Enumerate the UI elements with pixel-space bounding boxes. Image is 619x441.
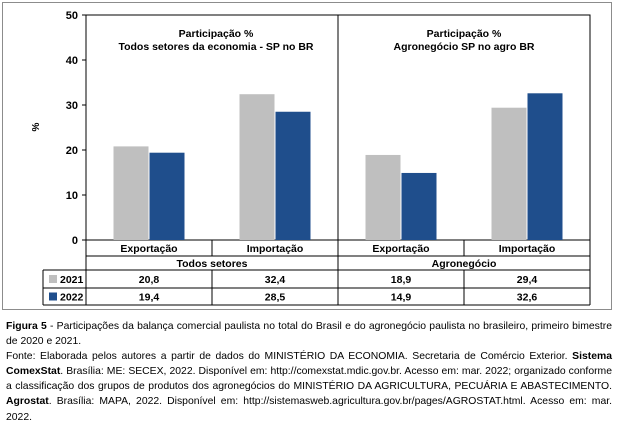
figure-caption: Figura 5 - Participações da balança come… [6,319,612,425]
panel-title-line2: Agronegócio SP no agro BR [394,41,535,53]
x-group-label: Todos setores [177,258,248,270]
figure-text: - Participações da balança comercial pau… [6,321,612,348]
legend-swatch-2021 [49,275,57,283]
x-category-label: Importação [499,243,556,255]
y-axis-label: % [31,122,42,131]
panel-title-line2: Todos setores da economia - SP no BR [118,41,313,53]
y-tick-label: 0 [72,235,78,247]
panel-title-line1: Participação % [179,28,254,40]
source-bold-2: Agrostat [6,396,49,408]
x-category-label: Importação [247,243,304,255]
bar-2022-1 [149,152,185,240]
bar-2022-2 [275,111,311,240]
y-tick-label: 10 [66,190,78,202]
bar-2021-2 [239,94,275,240]
source-part-2: . Brasília: ME: SECEX, 2022. Disponível … [6,366,612,393]
y-tick-label: 20 [66,145,78,157]
data-label-2022-2: 28,5 [265,292,286,304]
source-part-3: . Brasília: MAPA, 2022. Disponível em: h… [6,396,612,423]
y-tick-label: 30 [66,100,78,112]
data-label-2022-1: 19,4 [139,292,160,304]
x-group-label: Agronegócio [432,258,497,270]
source-part-1: Fonte: Elaborada pelos autores a partir … [6,351,573,363]
source-bold-1: Sistema ComexStat [6,351,612,378]
y-tick-label: 40 [66,55,78,67]
bar-2022-3 [401,172,437,240]
bar-2021-4 [491,107,527,240]
legend-swatch-2022 [49,292,57,301]
x-category-label: Exportação [120,243,177,255]
data-label-2021-1: 20,8 [139,274,160,286]
data-label-2022-3: 14,9 [391,292,412,304]
legend-label-2022: 2022 [60,292,84,304]
data-label-2022-4: 32,6 [517,292,538,304]
figure-title: Figura 5 - Participações da balança come… [6,319,612,349]
figure-source: Fonte: Elaborada pelos autores a partir … [6,349,612,424]
legend-label-2021: 2021 [60,274,84,286]
data-label-2021-4: 29,4 [517,274,538,286]
chart-frame: 0 10 20 30 40 50% Participação % Todos setores … [2,2,612,310]
bar-2021-1 [113,146,149,240]
bar-2022-4 [527,93,563,240]
figure-label: Figura 5 [6,321,47,332]
bar-2021-3 [365,154,401,240]
x-category-label: Exportação [372,243,429,255]
data-label-2021-3: 18,9 [391,274,412,286]
y-tick-label: 50 [66,10,78,22]
data-label-2021-2: 32,4 [265,274,286,286]
panel-title-line1: Participação % [427,28,502,40]
